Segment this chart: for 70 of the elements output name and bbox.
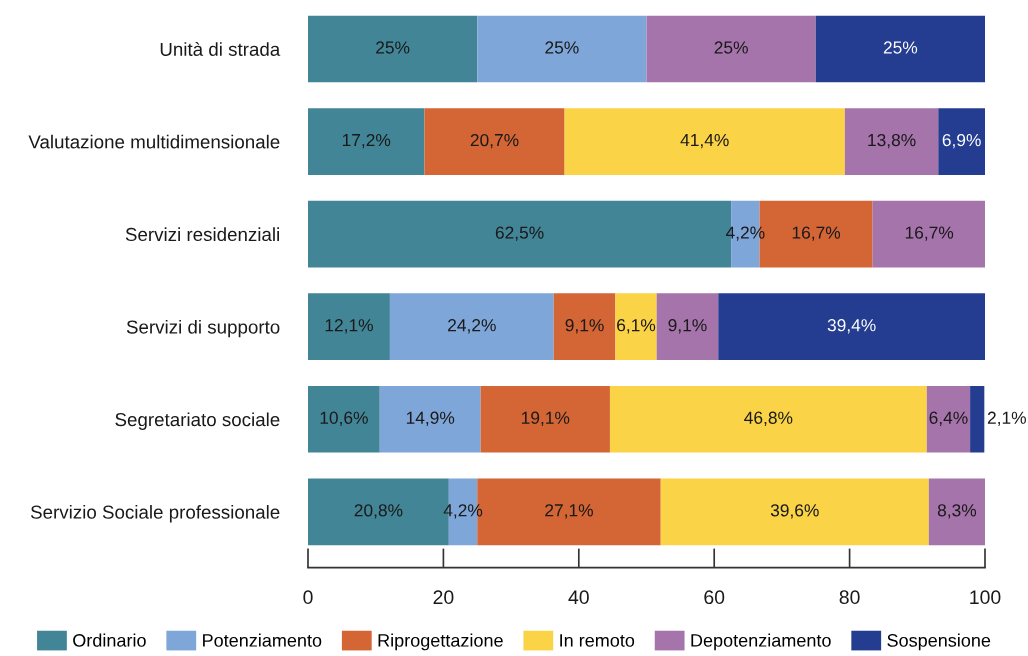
x-tick-label: 80	[839, 590, 860, 605]
data-label: 62,5%	[495, 226, 544, 241]
bar	[389, 293, 554, 361]
bar	[609, 385, 927, 453]
legend-label: Depotenziamento	[691, 633, 831, 651]
x-tick-label: 40	[568, 590, 589, 605]
data-label: 9,1%	[565, 319, 604, 334]
data-label: 20,8%	[354, 504, 403, 519]
data-label: 25%	[376, 41, 410, 54]
x-tick-label: 100	[970, 590, 1001, 605]
data-label: 2,1%	[987, 411, 1026, 426]
data-label: 25%	[714, 41, 748, 54]
y-tick-label: Servizio Sociale professionale	[30, 505, 280, 523]
bar	[938, 108, 985, 175]
data-label: 8,3%	[937, 504, 977, 519]
y-tick-label: Servizi residenziali	[125, 227, 279, 242]
bar	[564, 108, 845, 175]
bar	[553, 293, 616, 361]
data-label: 41,4%	[680, 133, 729, 149]
x-tick-label: 0	[303, 590, 313, 605]
data-label: 25%	[545, 41, 579, 54]
bar	[308, 15, 478, 83]
y-tick-label: Servizi di supporto	[126, 319, 280, 338]
bar	[308, 108, 425, 175]
data-label: 39,4%	[827, 319, 876, 334]
data-label: 39,6%	[770, 504, 819, 519]
bar	[656, 293, 719, 361]
data-label: 20,7%	[470, 133, 519, 149]
data-label: 10,6%	[320, 411, 368, 426]
data-label: 17,2%	[342, 133, 391, 149]
y-tick-label: Segretariato sociale	[115, 412, 280, 430]
data-label: 12,1%	[325, 319, 373, 334]
data-label: 6,4%	[929, 411, 968, 426]
data-label: 13,8%	[868, 133, 916, 149]
bar	[424, 108, 565, 175]
legend-label: Sospensione	[887, 633, 991, 651]
legend-label: Potenziamento	[203, 633, 322, 647]
data-label: 6,9%	[942, 133, 981, 149]
bar	[615, 293, 657, 361]
bar	[308, 293, 390, 361]
legend-label: Ordinario	[73, 633, 146, 647]
legend-label: In remoto	[560, 634, 635, 647]
y-tick-label: Unità di strada	[160, 41, 281, 56]
x-tick-label: 60	[704, 590, 725, 605]
bar	[970, 385, 985, 453]
bar	[477, 15, 647, 83]
bar	[928, 478, 985, 546]
bar	[872, 200, 985, 268]
x-tick-label: 20	[433, 590, 454, 605]
data-label: 19,1%	[522, 411, 570, 426]
data-label: 24,2%	[448, 319, 496, 334]
bar	[718, 293, 985, 361]
bar	[815, 15, 985, 83]
bar	[660, 478, 929, 546]
data-label: 9,1%	[668, 319, 707, 334]
bar	[646, 15, 816, 83]
legend-label: Riprogettazione	[378, 633, 503, 651]
bar	[379, 385, 481, 453]
bar	[308, 385, 380, 453]
bar	[480, 385, 610, 453]
data-label: 14,9%	[406, 411, 455, 426]
data-label: 16,7%	[792, 226, 841, 241]
y-tick-label: Valutazione multidimensionale	[28, 134, 280, 149]
data-label: 16,7%	[905, 226, 954, 241]
data-label: 27,1%	[545, 504, 593, 519]
data-label: 46,8%	[744, 411, 793, 426]
data-label: 25%	[883, 41, 918, 54]
bar	[844, 108, 939, 175]
data-label: 6,1%	[617, 319, 656, 334]
bar	[926, 385, 971, 453]
